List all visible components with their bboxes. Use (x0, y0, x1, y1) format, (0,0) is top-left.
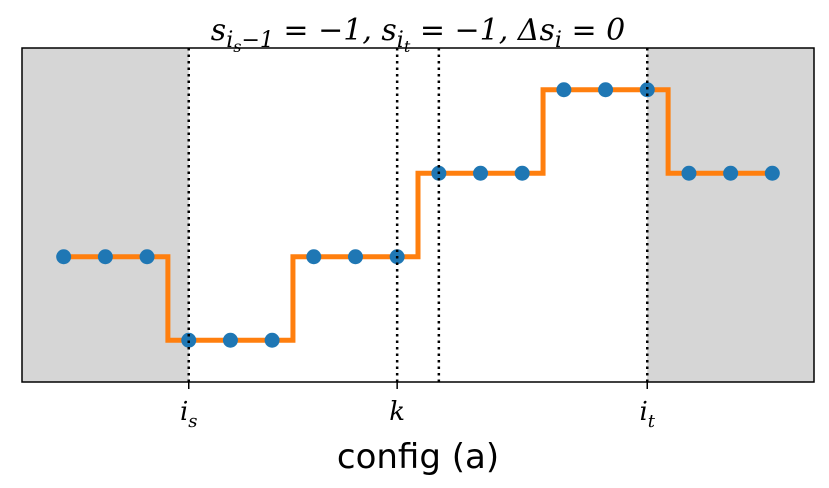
point (681, 165, 697, 181)
title-part: s (211, 13, 226, 48)
title-part: −1 (241, 28, 273, 53)
title-part: i (397, 28, 404, 53)
step-line (63, 87, 773, 343)
title-part: = −1, s (274, 13, 397, 48)
title-part: = 0 (562, 13, 625, 48)
point (764, 165, 780, 181)
x-tick-label: it (639, 397, 655, 432)
x-axis-label: config (a) (337, 437, 499, 477)
shaded-region (647, 48, 814, 382)
point (306, 249, 322, 265)
x-tick-label: is (180, 397, 198, 432)
shaded-region (22, 48, 189, 382)
point (639, 82, 655, 98)
title-part: i (555, 28, 562, 53)
point (347, 249, 363, 265)
point (473, 165, 489, 181)
x-tick-label: k (389, 397, 405, 427)
point (514, 165, 530, 181)
point (222, 332, 238, 348)
point (181, 332, 197, 348)
title-part: i (226, 28, 233, 53)
title-part: = −1, Δs (410, 13, 555, 48)
point (139, 249, 155, 265)
point (264, 332, 280, 348)
plot-frame (21, 47, 815, 383)
title-part: s (233, 37, 241, 56)
chart-title: sis−1 = −1, sit = −1, Δsi = 0 (211, 13, 625, 56)
point (56, 249, 72, 265)
point (598, 82, 614, 98)
point (97, 249, 113, 265)
point (723, 165, 739, 181)
title-part: t (404, 37, 411, 56)
point (556, 82, 572, 98)
